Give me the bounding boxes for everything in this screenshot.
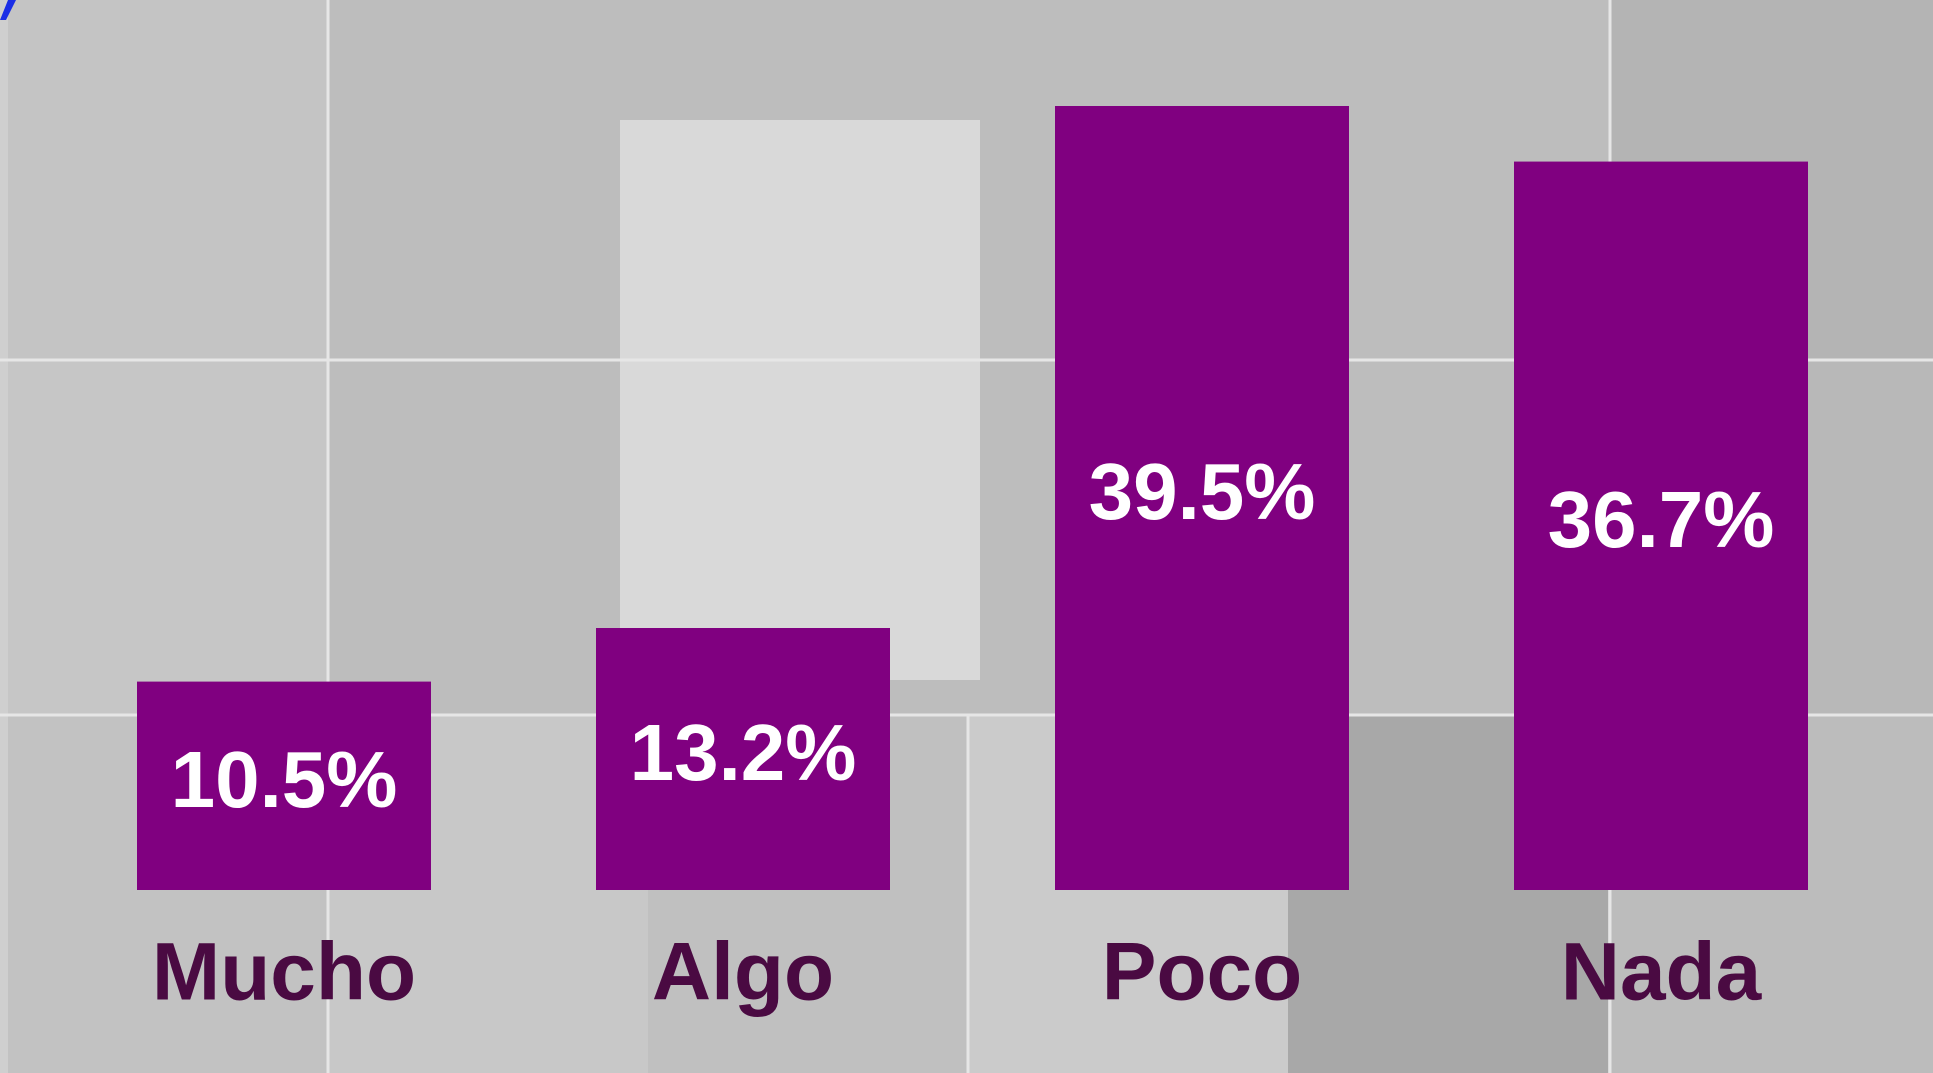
category-label: Algo — [652, 927, 834, 1018]
value-label: 39.5% — [1089, 447, 1316, 536]
bar — [137, 681, 431, 890]
category-label: Poco — [1102, 927, 1302, 1018]
value-label: 10.5% — [171, 735, 398, 824]
value-label: 13.2% — [630, 708, 857, 797]
bar — [1514, 161, 1808, 890]
category-label: Mucho — [152, 927, 416, 1018]
value-label: 36.7% — [1548, 475, 1775, 564]
category-label: Nada — [1561, 927, 1763, 1018]
bar — [1055, 106, 1349, 890]
bar — [596, 628, 890, 890]
